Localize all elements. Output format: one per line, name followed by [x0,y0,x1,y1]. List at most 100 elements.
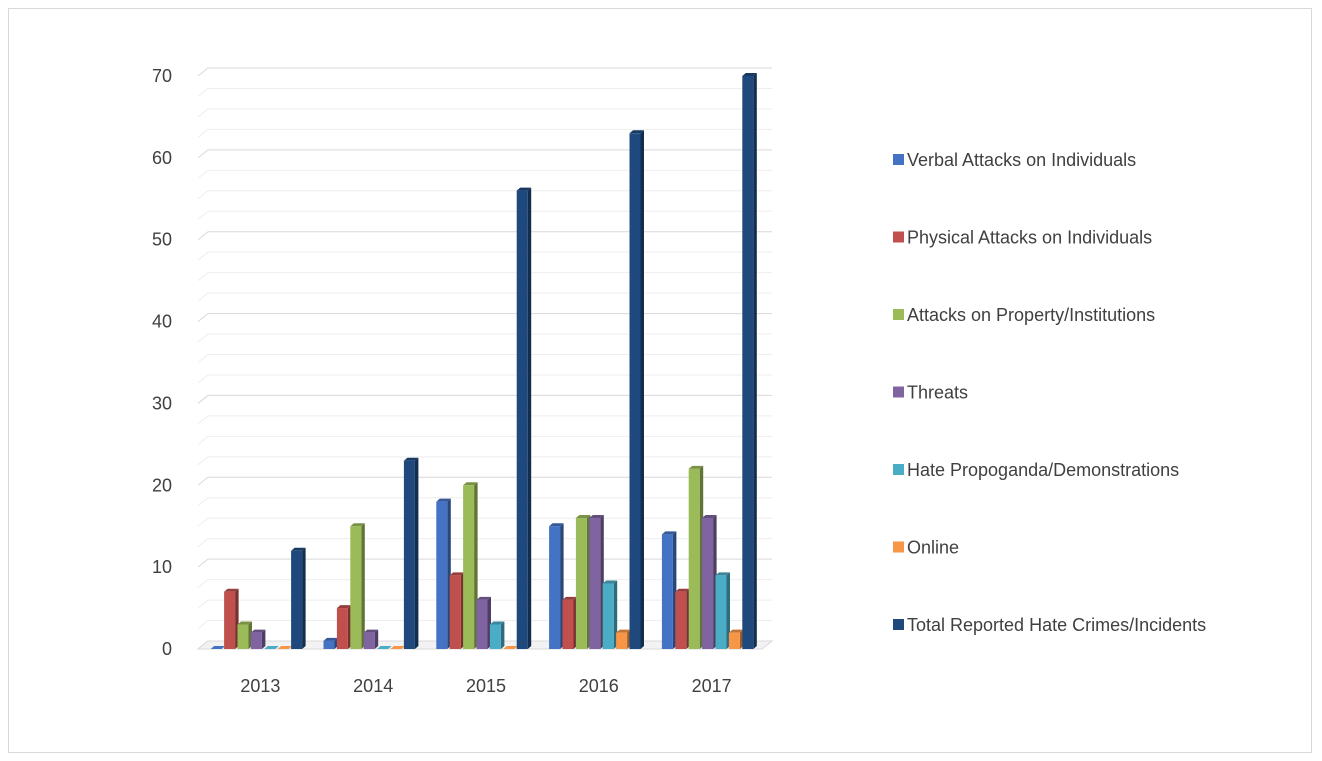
bar-2014-series-7 [403,457,419,649]
bar-2016-series-6 [616,629,631,649]
bar-front [237,624,249,649]
bar-top [291,547,306,551]
minor-gridline [197,456,772,466]
bar-front [549,526,561,649]
bar-2015-series-4 [476,596,491,649]
gridlines [196,67,774,650]
bar-2016-series-7 [629,130,644,650]
bar-top [516,187,532,191]
bar-2017-series-2 [675,588,690,649]
x-tick-label: 2015 [466,676,506,696]
legend-swatch [893,231,904,243]
bar-front [363,632,375,649]
bar-top [449,572,465,576]
minor-gridline [197,374,772,384]
y-tick-label: 0 [162,639,172,659]
bar-side [500,621,505,649]
bar-2016-series-3 [575,515,591,649]
bar-base [503,646,518,649]
bar-top [224,588,239,592]
major-gridline [197,67,772,77]
bar-front [476,599,488,649]
legend-label: Verbal Attacks on Individuals [907,150,1136,170]
bar-top [661,531,677,535]
minor-gridline [197,108,772,118]
major-gridline [197,149,772,159]
bar-top [702,515,717,519]
x-axis-ticks: 2013 2014 2015 2016 2017 [240,676,731,696]
minor-gridline [197,190,772,200]
minor-gridline [197,251,772,261]
bar-side [613,580,618,649]
bar-top [602,580,618,584]
bar-top [629,130,644,134]
major-gridline [197,558,772,568]
bar-front [463,485,475,649]
y-tick-label: 70 [152,66,172,86]
bar-2014-series-4 [363,629,379,649]
bar-top [336,605,352,609]
bar-2013-series-2 [224,588,239,649]
legend-item-3: Attacks on Property/Institutions [893,305,1155,325]
minor-gridline [197,292,772,302]
bar-2014-series-2 [336,605,352,649]
minor-gridline [197,497,772,507]
legend-item-2: Physical Attacks on Individuals [893,228,1152,248]
minor-gridline [197,435,772,445]
bar-top [688,465,704,469]
minor-gridline [197,169,772,179]
bar-top [363,629,379,633]
x-tick-label: 2016 [579,676,619,696]
bar-2017-series-5 [715,572,730,649]
bar-top [403,457,419,461]
legend-label: Online [907,538,959,558]
major-gridline [197,476,772,486]
bar-front [516,190,528,649]
bar-side [302,547,306,649]
minor-gridline [197,128,772,138]
bar-2013-series-1 [210,646,226,649]
y-tick-label: 50 [152,230,172,250]
bar-top [476,596,491,600]
bar-2016-series-2 [562,596,577,649]
bar-2015-series-7 [516,187,532,649]
minor-gridline [197,579,772,588]
minor-gridline [197,415,772,425]
bar-side [261,629,266,649]
bar-front [728,632,740,649]
minor-gridline [197,272,772,282]
major-gridline [197,231,772,241]
bar-front [602,583,614,649]
minor-gridline [197,210,772,220]
bar-front [629,133,641,650]
bar-front [350,526,362,649]
bar-2016-series-5 [602,580,618,649]
legend-label: Threats [907,383,968,403]
bar-top [323,637,338,641]
bar-top [489,621,505,625]
bar-side [527,187,532,649]
bar-top [589,515,604,519]
bar-front [675,591,687,649]
bar-side [374,629,379,649]
bar-top [549,523,564,527]
bar-front [742,76,754,649]
x-tick-label: 2014 [353,676,393,696]
legend-item-4: Threats [893,383,968,403]
y-tick-label: 40 [152,312,172,332]
legend-swatch [893,464,904,475]
bar-top [562,596,577,600]
legend: Verbal Attacks on Individuals Physical At… [893,150,1206,635]
bar-front [575,518,587,649]
bar-2013-series-4 [250,629,266,649]
bar-front [323,640,335,649]
bar-2014-series-5 [377,646,392,649]
bar-2014-series-3 [350,523,365,649]
y-tick-label: 10 [152,557,172,577]
bar-base [390,646,405,649]
legend-item-6: Online [893,538,959,558]
legend-label: Hate Propoganda/Demonstrations [907,460,1179,480]
bar-front [489,624,501,649]
minor-gridline [197,87,772,97]
bar-2017-series-6 [728,629,744,649]
